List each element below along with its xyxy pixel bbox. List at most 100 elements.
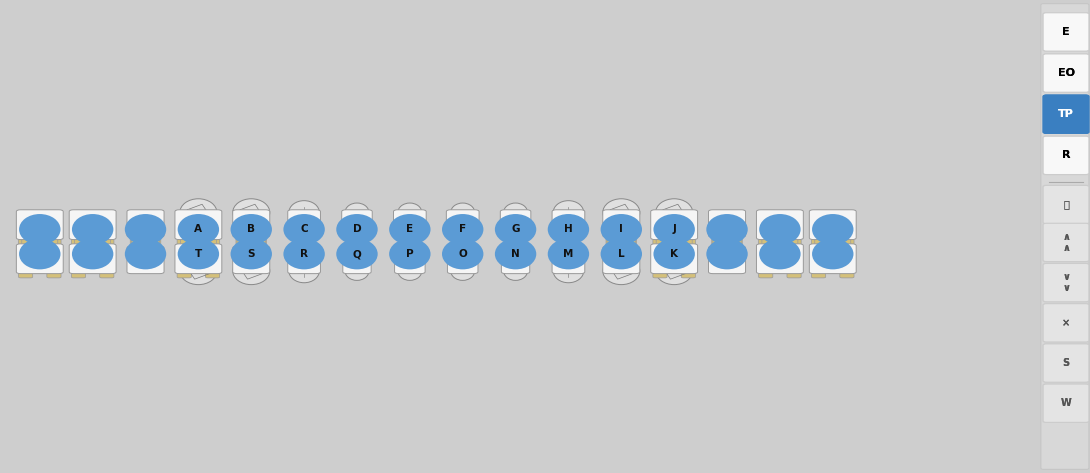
FancyBboxPatch shape (237, 217, 250, 254)
FancyBboxPatch shape (773, 231, 785, 273)
Ellipse shape (72, 238, 113, 270)
Text: E: E (407, 224, 413, 235)
FancyBboxPatch shape (622, 217, 635, 254)
FancyBboxPatch shape (1043, 95, 1089, 133)
Ellipse shape (607, 218, 635, 236)
FancyBboxPatch shape (1043, 223, 1089, 262)
FancyBboxPatch shape (510, 218, 521, 257)
FancyBboxPatch shape (351, 228, 363, 270)
FancyBboxPatch shape (603, 246, 640, 273)
Text: M: M (564, 249, 573, 259)
Ellipse shape (180, 257, 217, 285)
Text: S: S (1063, 358, 1069, 368)
Ellipse shape (557, 250, 581, 265)
FancyBboxPatch shape (252, 217, 266, 254)
FancyBboxPatch shape (1043, 185, 1089, 224)
FancyBboxPatch shape (1043, 304, 1089, 342)
Ellipse shape (601, 214, 642, 245)
FancyBboxPatch shape (19, 231, 33, 278)
FancyBboxPatch shape (1043, 263, 1089, 302)
Text: EO: EO (1057, 68, 1075, 78)
FancyBboxPatch shape (812, 231, 826, 278)
FancyBboxPatch shape (174, 244, 222, 273)
Ellipse shape (231, 238, 272, 270)
FancyBboxPatch shape (352, 218, 362, 257)
Text: R: R (1062, 150, 1070, 160)
Ellipse shape (184, 248, 213, 266)
Ellipse shape (656, 257, 693, 285)
Ellipse shape (344, 262, 368, 280)
Ellipse shape (292, 219, 316, 234)
Ellipse shape (289, 201, 319, 224)
FancyBboxPatch shape (826, 231, 838, 273)
FancyBboxPatch shape (756, 210, 803, 239)
FancyBboxPatch shape (448, 249, 477, 273)
FancyBboxPatch shape (132, 217, 144, 254)
Ellipse shape (19, 238, 60, 270)
Text: 🦷: 🦷 (1063, 200, 1069, 210)
Text: J: J (673, 224, 676, 235)
Ellipse shape (289, 259, 319, 283)
Ellipse shape (337, 214, 378, 245)
Ellipse shape (125, 238, 167, 270)
Text: H: H (564, 224, 573, 235)
Ellipse shape (72, 214, 113, 245)
FancyBboxPatch shape (1043, 13, 1089, 51)
FancyBboxPatch shape (33, 231, 45, 273)
Ellipse shape (603, 257, 640, 285)
FancyBboxPatch shape (342, 210, 373, 235)
FancyBboxPatch shape (174, 210, 222, 239)
Text: F: F (459, 224, 467, 235)
Ellipse shape (548, 214, 590, 245)
FancyBboxPatch shape (131, 230, 144, 270)
FancyBboxPatch shape (298, 213, 311, 255)
Text: Q: Q (352, 249, 362, 259)
FancyBboxPatch shape (403, 216, 416, 256)
FancyBboxPatch shape (69, 210, 116, 239)
Ellipse shape (654, 238, 695, 270)
Ellipse shape (504, 203, 528, 222)
FancyBboxPatch shape (71, 231, 85, 278)
FancyBboxPatch shape (651, 244, 698, 273)
Ellipse shape (706, 238, 748, 270)
FancyBboxPatch shape (809, 210, 857, 239)
FancyBboxPatch shape (840, 231, 855, 278)
Text: TP: TP (1058, 109, 1074, 119)
FancyBboxPatch shape (1043, 54, 1089, 92)
FancyBboxPatch shape (235, 230, 249, 270)
FancyBboxPatch shape (298, 229, 311, 273)
FancyBboxPatch shape (607, 217, 620, 254)
Ellipse shape (231, 214, 272, 245)
Text: B: B (247, 224, 255, 235)
FancyBboxPatch shape (1043, 13, 1089, 51)
Ellipse shape (238, 218, 265, 236)
Text: ×: × (1062, 318, 1070, 328)
Ellipse shape (661, 248, 689, 266)
FancyBboxPatch shape (96, 210, 110, 253)
Ellipse shape (344, 203, 368, 222)
Text: C: C (301, 224, 307, 235)
FancyBboxPatch shape (708, 246, 746, 273)
Ellipse shape (759, 238, 800, 270)
Text: O: O (458, 249, 468, 259)
FancyBboxPatch shape (667, 231, 679, 273)
Ellipse shape (232, 257, 270, 285)
Ellipse shape (398, 203, 422, 222)
Ellipse shape (337, 238, 378, 270)
FancyBboxPatch shape (1043, 136, 1089, 175)
FancyBboxPatch shape (233, 210, 270, 237)
FancyBboxPatch shape (203, 210, 216, 253)
Text: D: D (353, 224, 361, 235)
Text: TP: TP (1058, 109, 1074, 119)
FancyBboxPatch shape (16, 210, 63, 239)
Text: ∨
∨: ∨ ∨ (1062, 272, 1070, 293)
FancyBboxPatch shape (1043, 344, 1089, 382)
FancyBboxPatch shape (85, 231, 97, 273)
FancyBboxPatch shape (500, 210, 531, 235)
Ellipse shape (283, 214, 325, 245)
FancyBboxPatch shape (553, 210, 585, 236)
FancyBboxPatch shape (1041, 4, 1089, 469)
Ellipse shape (548, 238, 590, 270)
Ellipse shape (178, 238, 219, 270)
Ellipse shape (389, 238, 431, 270)
